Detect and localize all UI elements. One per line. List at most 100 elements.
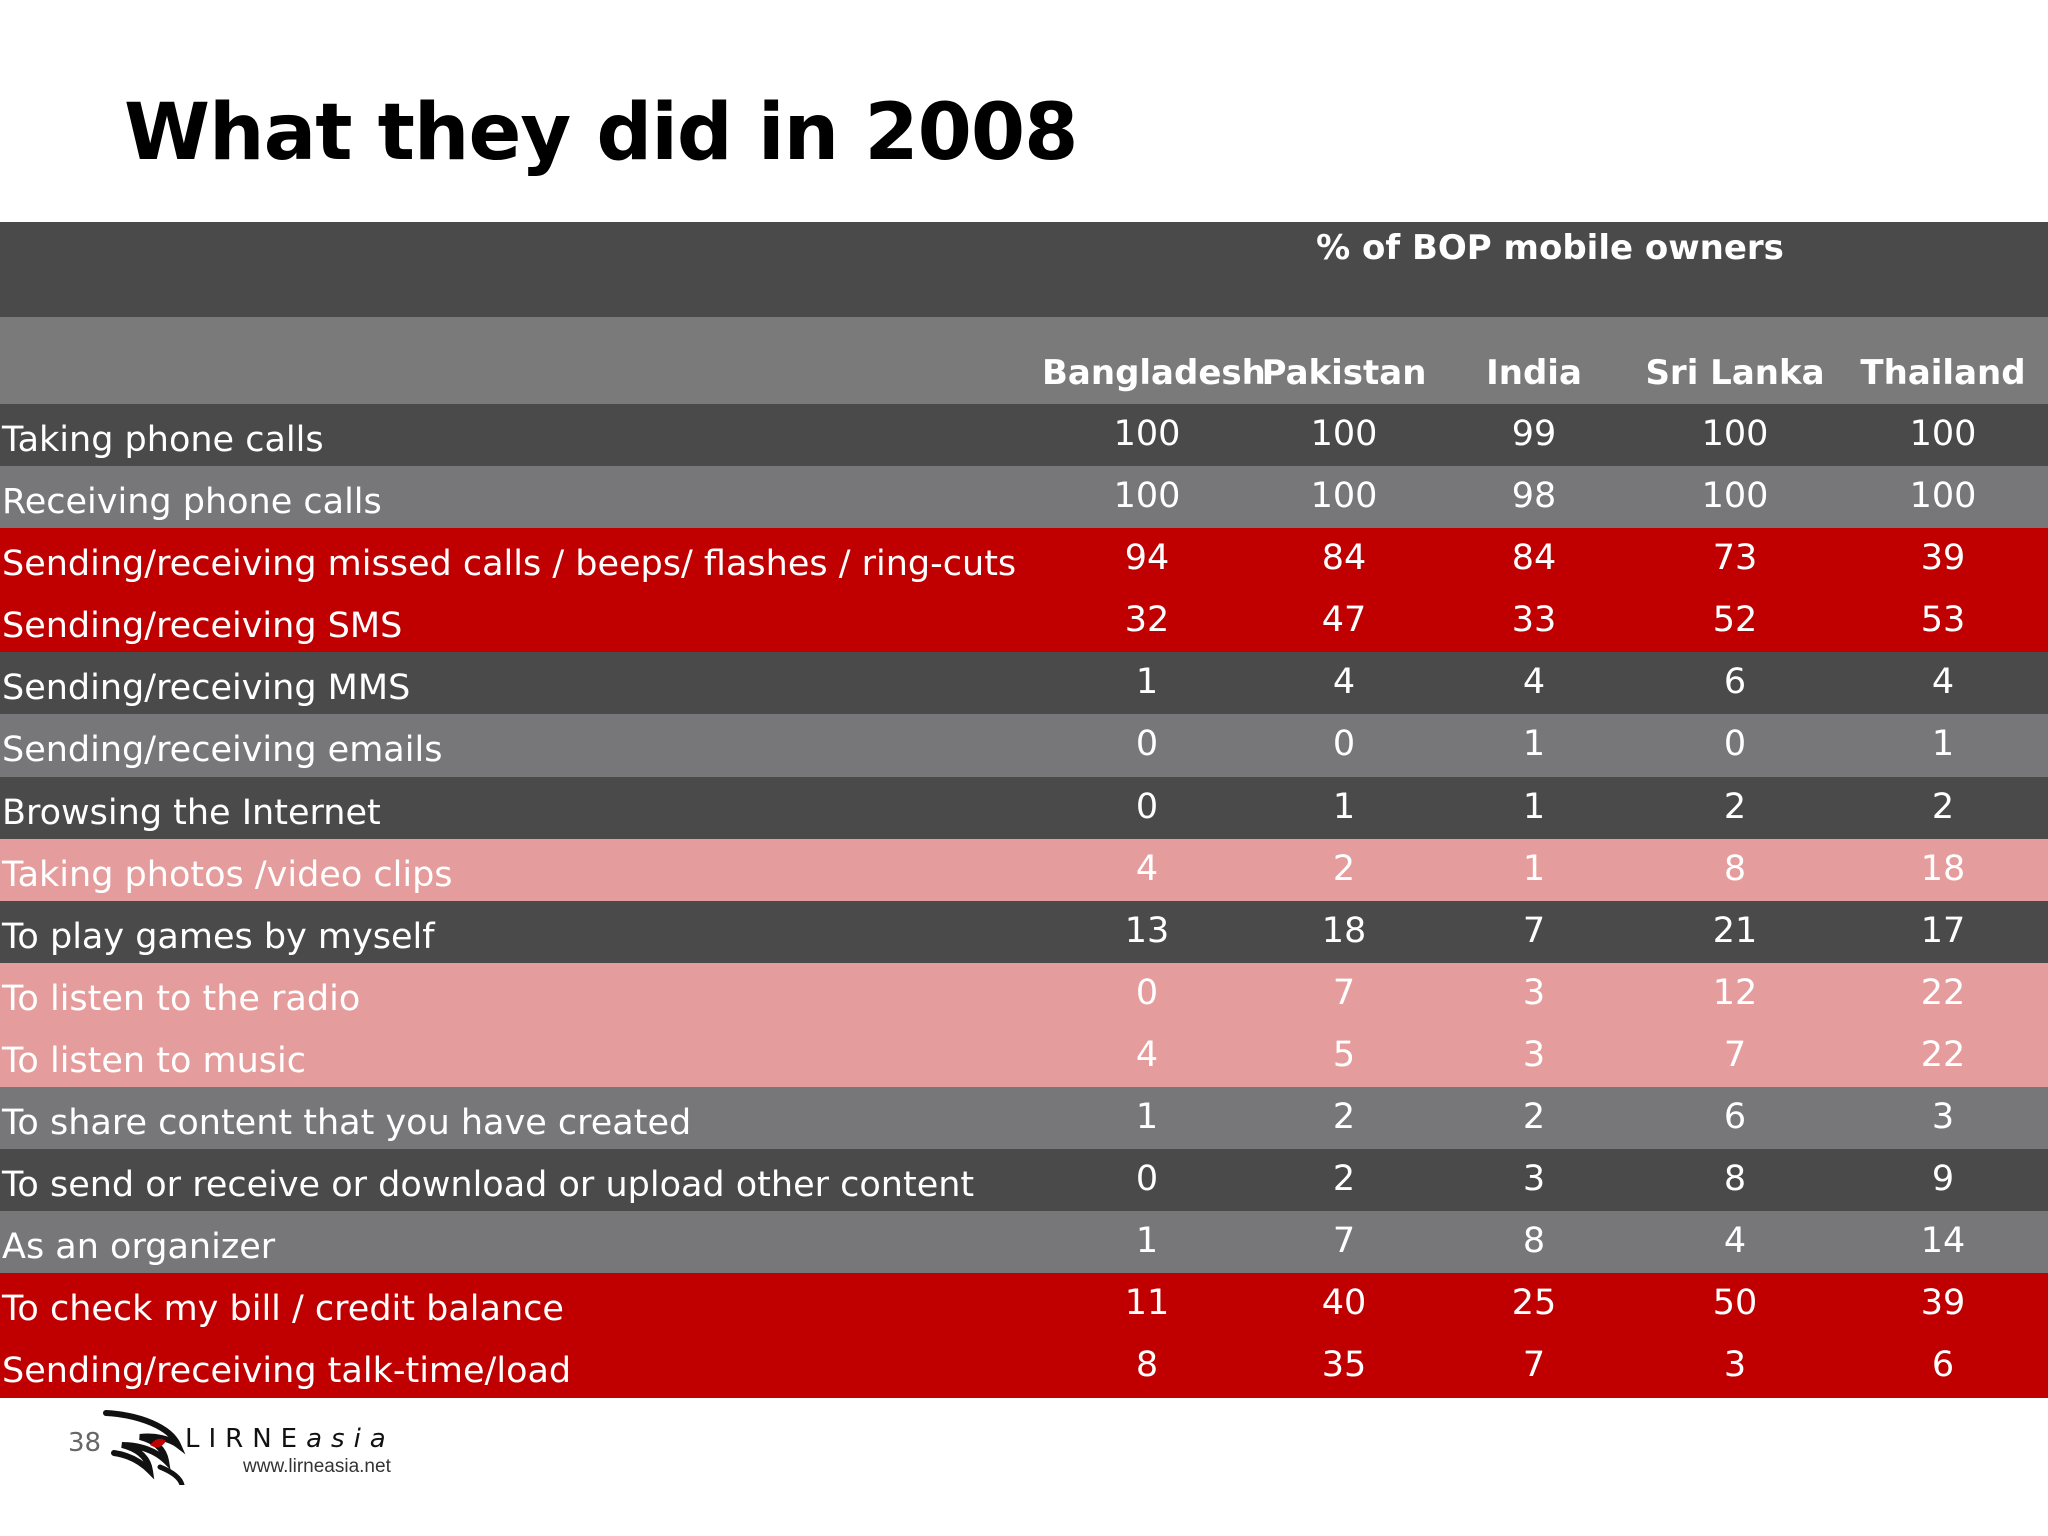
row-label: Taking photos /video clips [2,854,453,895]
table-row: Taking photos /video clips 4 2 1 8 18 [0,838,2048,901]
row-label: To listen to the radio [2,978,361,1019]
table-cell: 0 [1135,1159,1159,1200]
column-header: Pakistan [1261,353,1427,393]
table-row: Browsing the Internet 0 1 1 2 2 [0,776,2048,839]
table-row: Sending/receiving talk-time/load 8 35 7 3 6 [0,1335,2048,1398]
table-cell: 0 [1723,724,1747,765]
table-row: To listen to music 4 5 3 7 22 [0,1024,2048,1088]
table-cell: 7 [1522,910,1546,951]
table-cell: 17 [1920,910,1966,951]
row-label: To send or receive or download or upload… [2,1165,975,1206]
table-row: Sending/receiving MMS 1 4 4 6 4 [0,652,2048,715]
table-cell: 1 [1522,848,1546,889]
table-cell: 52 [1712,600,1758,641]
table-cell: 4 [1135,848,1159,889]
table-row: As an organizer 1 7 8 4 14 [0,1211,2048,1274]
row-label: Sending/receiving SMS [2,606,403,647]
table-cell: 50 [1712,1283,1758,1324]
table-cell: 1 [1332,786,1356,827]
logo-brand-suffix: asia [306,1424,395,1454]
table-cell: 18 [1321,910,1367,951]
column-header: India [1486,353,1582,393]
table-cell: 39 [1920,1283,1966,1324]
table-cell: 21 [1712,910,1758,951]
table-cell: 2 [1723,786,1747,827]
table-row: To send or receive or download or upload… [0,1149,2048,1212]
page-number: 38 [68,1428,102,1458]
table-cell: 4 [1522,662,1546,703]
row-label: Browsing the Internet [2,792,381,833]
table-cell: 3 [1522,972,1546,1013]
table-row: To play games by myself 13 18 7 21 17 [0,900,2048,963]
table-cell: 1 [1522,786,1546,827]
table-cell: 0 [1332,724,1356,765]
table-cell: 100 [1310,414,1378,454]
row-label: Sending/receiving talk-time/load [2,1351,572,1392]
table-cell: 0 [1135,724,1159,765]
table-cell: 9 [1931,1159,1955,1200]
table-cell: 99 [1511,414,1557,454]
table-cell: 2 [1332,848,1356,889]
table-cell: 2 [1332,1159,1356,1200]
row-label: As an organizer [2,1227,276,1268]
table-cell: 14 [1920,1221,1966,1262]
lirneasia-logo-icon [103,1410,186,1485]
table-cell: 0 [1135,972,1159,1013]
table-cell: 100 [1909,414,1977,454]
row-label: To play games by myself [2,916,435,957]
table-row: To check my bill / credit balance 11 40 25 5… [0,1273,2048,1336]
row-label: Sending/receiving MMS [2,668,411,709]
table-cell: 13 [1124,910,1170,951]
table-row: Receiving phone calls 100 100 98 100 100 [0,466,2048,529]
table-row: Sending/receiving emails 0 0 1 0 1 [0,714,2048,777]
data-table: % of BOP mobile owners Bangladesh Pakista… [0,222,2048,1398]
table-cell: 53 [1920,600,1966,641]
table-cell: 7 [1332,1221,1356,1262]
table-body: Taking phone calls 100 100 99 100 100 Receivin… [0,404,2048,1398]
logo-brand-main: LIRNE [185,1424,307,1454]
table-cell: 18 [1920,848,1966,889]
table-cell: 35 [1321,1345,1367,1386]
table-cell: 100 [1113,476,1181,517]
table-cell: 32 [1124,600,1170,641]
table-cell: 100 [1113,414,1181,454]
table-cell: 8 [1723,1159,1747,1200]
table-cell: 100 [1701,476,1769,517]
table-header-row: Bangladesh Pakistan India Sri Lanka Thailand [0,317,2048,404]
table-row: Taking phone calls 100 100 99 100 100 [0,404,2048,467]
column-header: Bangladesh [1042,353,1266,393]
table-cell: 12 [1712,972,1758,1013]
table-cell: 47 [1321,600,1367,641]
table-cell: 84 [1321,538,1367,579]
table-cell: 1 [1135,662,1159,703]
table-cell: 1 [1931,724,1955,765]
table-cell: 4 [1332,662,1356,703]
table-cell: 8 [1723,848,1747,889]
table-cell: 2 [1931,786,1955,827]
table-cell: 22 [1920,1034,1966,1075]
table-cell: 100 [1701,414,1769,454]
table-cell: 1 [1135,1097,1159,1138]
table-cell: 8 [1135,1345,1159,1386]
table-cell: 3 [1931,1097,1955,1138]
table-cell: 39 [1920,538,1966,579]
table-cell: 0 [1135,786,1159,827]
table-row: To share content that you have created 1 2… [0,1087,2048,1150]
row-label: To listen to music [2,1040,306,1081]
row-label: Sending/receiving emails [2,730,443,771]
table-cell: 33 [1511,600,1557,641]
table-row: To listen to the radio 0 7 3 12 22 [0,962,2048,1025]
table-cell: 40 [1321,1283,1367,1324]
table-cell: 1 [1135,1221,1159,1262]
table-cell: 4 [1135,1034,1159,1075]
table-cell: 84 [1511,538,1557,579]
table-cell: 98 [1511,476,1557,517]
column-header: Thailand [1860,353,2026,393]
table-cell: 6 [1723,1097,1747,1138]
table-cell: 4 [1931,662,1955,703]
table-cell: 6 [1723,662,1747,703]
table-cell: 4 [1723,1221,1747,1262]
slide-title: What they did in 2008 [124,88,1078,178]
table-cell: 94 [1124,538,1170,579]
table-cell: 7 [1332,972,1356,1013]
